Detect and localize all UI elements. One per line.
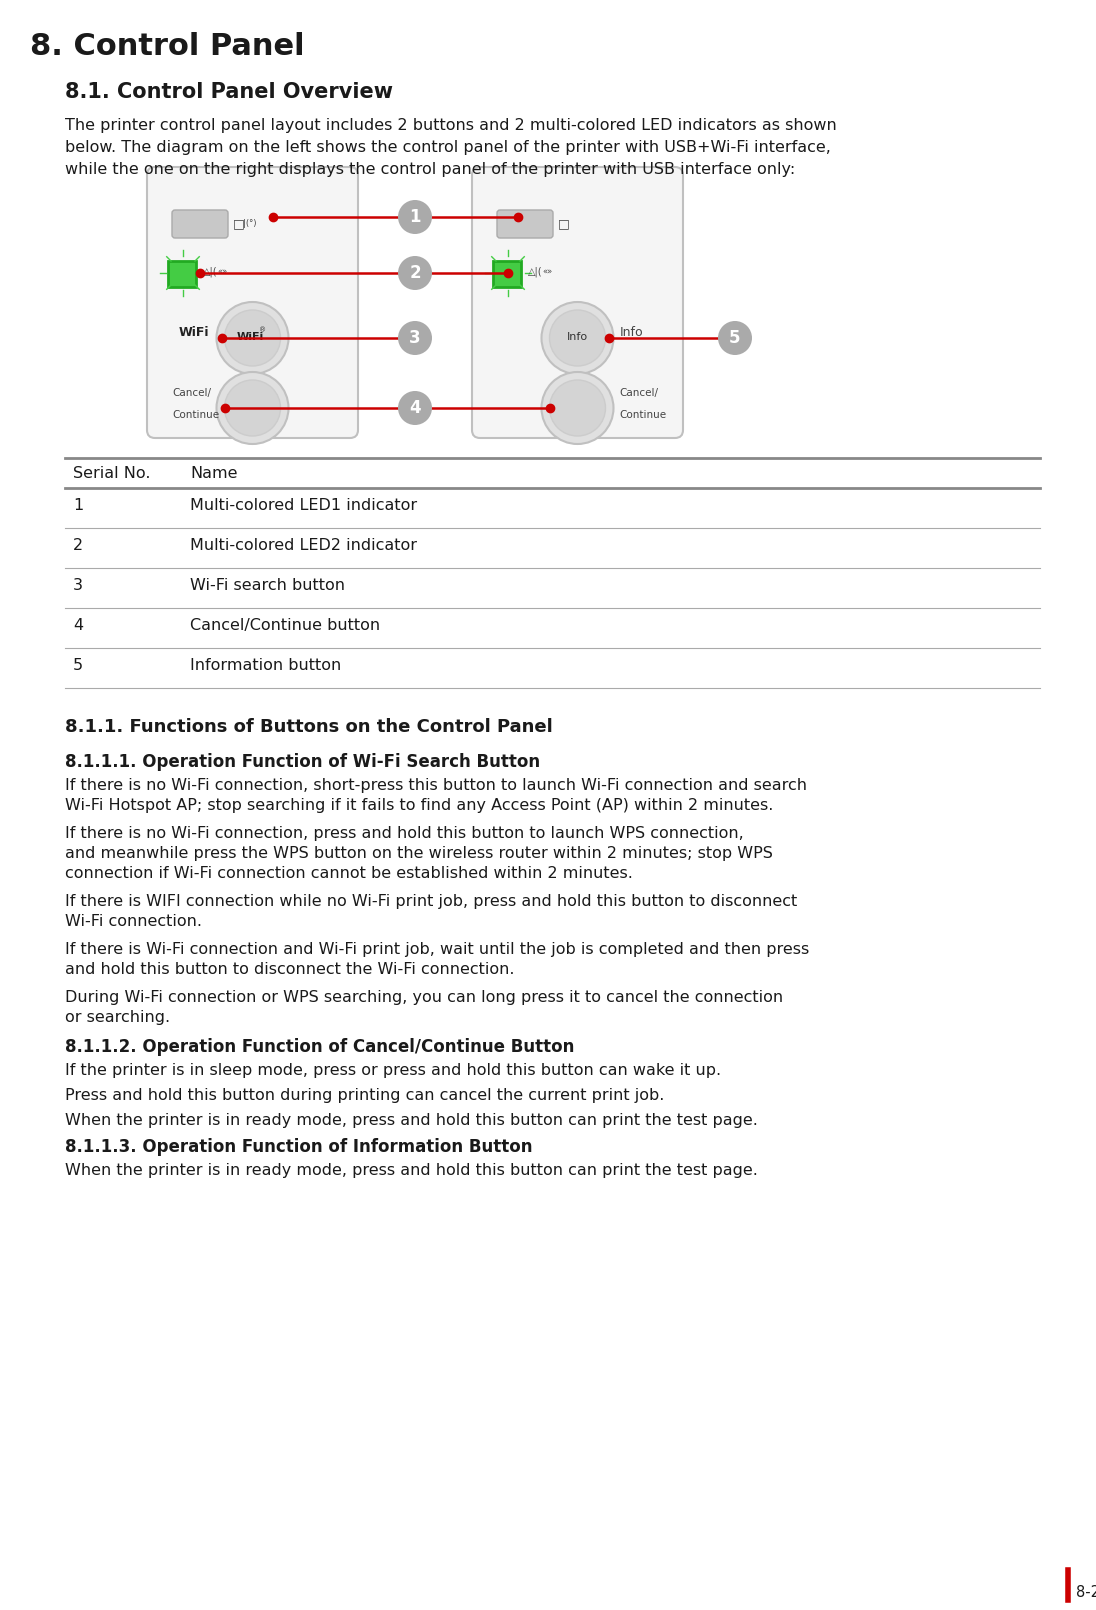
Text: Info: Info [567, 332, 589, 341]
Text: WiFi: WiFi [237, 332, 264, 341]
Text: □: □ [558, 217, 570, 230]
Text: «»: «» [217, 267, 227, 277]
Text: connection if Wi-Fi connection cannot be established within 2 minutes.: connection if Wi-Fi connection cannot be… [65, 866, 632, 881]
Text: Name: Name [190, 465, 238, 481]
Text: 5: 5 [73, 658, 83, 673]
Text: Multi-colored LED1 indicator: Multi-colored LED1 indicator [190, 497, 418, 514]
Text: If there is Wi-Fi connection and Wi-Fi print job, wait until the job is complete: If there is Wi-Fi connection and Wi-Fi p… [65, 942, 809, 956]
Circle shape [217, 372, 288, 444]
Text: △|(: △|( [203, 267, 218, 277]
Circle shape [549, 380, 605, 436]
Text: and meanwhile press the WPS button on the wireless router within 2 minutes; stop: and meanwhile press the WPS button on th… [65, 845, 773, 861]
FancyBboxPatch shape [168, 261, 196, 287]
Text: Press and hold this button during printing can cancel the current print job.: Press and hold this button during printi… [65, 1088, 664, 1103]
Text: Multi-colored LED2 indicator: Multi-colored LED2 indicator [190, 538, 416, 552]
Circle shape [541, 372, 614, 444]
Circle shape [549, 311, 605, 365]
Text: 8. Control Panel: 8. Control Panel [30, 32, 305, 61]
Text: Info: Info [619, 327, 643, 340]
Text: Cancel/: Cancel/ [619, 388, 659, 398]
Text: 3: 3 [73, 578, 83, 592]
FancyBboxPatch shape [493, 261, 521, 287]
Text: Cancel/: Cancel/ [172, 388, 212, 398]
Text: During Wi-Fi connection or WPS searching, you can long press it to cancel the co: During Wi-Fi connection or WPS searching… [65, 990, 784, 1005]
Text: below. The diagram on the left shows the control panel of the printer with USB+W: below. The diagram on the left shows the… [65, 140, 831, 155]
Text: If there is WIFI connection while no Wi-Fi print job, press and hold this button: If there is WIFI connection while no Wi-… [65, 894, 797, 910]
Text: When the printer is in ready mode, press and hold this button can print the test: When the printer is in ready mode, press… [65, 1162, 757, 1179]
Text: 8.1. Control Panel Overview: 8.1. Control Panel Overview [65, 82, 393, 101]
Text: 4: 4 [409, 399, 421, 417]
Text: Information button: Information button [190, 658, 341, 673]
Text: Continue: Continue [619, 411, 666, 420]
Circle shape [217, 303, 288, 374]
Text: If the printer is in sleep mode, press or press and hold this button can wake it: If the printer is in sleep mode, press o… [65, 1063, 721, 1079]
Text: Wi-Fi connection.: Wi-Fi connection. [65, 914, 202, 929]
Text: WiFi: WiFi [179, 327, 209, 340]
Text: 8.1.1.2. Operation Function of Cancel/Continue Button: 8.1.1.2. Operation Function of Cancel/Co… [65, 1038, 574, 1056]
Circle shape [398, 200, 432, 233]
FancyBboxPatch shape [172, 209, 228, 238]
Circle shape [225, 380, 281, 436]
Text: while the one on the right displays the control panel of the printer with USB in: while the one on the right displays the … [65, 163, 796, 177]
Text: Continue: Continue [172, 411, 219, 420]
Circle shape [225, 311, 281, 365]
Text: or searching.: or searching. [65, 1009, 170, 1026]
Circle shape [398, 320, 432, 354]
Text: 3: 3 [409, 328, 421, 348]
Text: Cancel/Continue button: Cancel/Continue button [190, 618, 380, 633]
Text: Serial No.: Serial No. [73, 465, 150, 481]
Text: 2: 2 [73, 538, 83, 552]
Text: and hold this button to disconnect the Wi-Fi connection.: and hold this button to disconnect the W… [65, 963, 514, 977]
Text: 8.1.1.3. Operation Function of Information Button: 8.1.1.3. Operation Function of Informati… [65, 1138, 533, 1156]
Text: 1: 1 [73, 497, 83, 514]
Text: □: □ [233, 217, 244, 230]
Text: If there is no Wi-Fi connection, press and hold this button to launch WPS connec: If there is no Wi-Fi connection, press a… [65, 826, 744, 840]
Text: 5: 5 [729, 328, 741, 348]
Text: ®: ® [259, 327, 266, 333]
Text: Wi-Fi search button: Wi-Fi search button [190, 578, 345, 592]
Text: 2: 2 [409, 264, 421, 282]
Text: 8-2: 8-2 [1076, 1584, 1096, 1600]
Circle shape [398, 256, 432, 290]
Circle shape [718, 320, 752, 354]
Circle shape [398, 391, 432, 425]
Text: △|(: △|( [528, 267, 543, 277]
FancyBboxPatch shape [496, 209, 553, 238]
Text: 4: 4 [73, 618, 83, 633]
Text: If there is no Wi-Fi connection, short-press this button to launch Wi-Fi connect: If there is no Wi-Fi connection, short-p… [65, 778, 807, 794]
Text: 8.1.1. Functions of Buttons on the Control Panel: 8.1.1. Functions of Buttons on the Contr… [65, 718, 552, 736]
Text: 1: 1 [409, 208, 421, 225]
FancyBboxPatch shape [147, 167, 358, 438]
FancyBboxPatch shape [472, 167, 683, 438]
Text: Wi-Fi Hotspot AP; stop searching if it fails to find any Access Point (AP) withi: Wi-Fi Hotspot AP; stop searching if it f… [65, 799, 774, 813]
Text: 8.1.1.1. Operation Function of Wi-Fi Search Button: 8.1.1.1. Operation Function of Wi-Fi Sea… [65, 753, 540, 771]
Text: The printer control panel layout includes 2 buttons and 2 multi-colored LED indi: The printer control panel layout include… [65, 118, 836, 134]
Circle shape [541, 303, 614, 374]
Text: |(°): |(°) [243, 219, 256, 227]
Text: When the printer is in ready mode, press and hold this button can print the test: When the printer is in ready mode, press… [65, 1113, 757, 1129]
Text: «»: «» [543, 267, 552, 277]
